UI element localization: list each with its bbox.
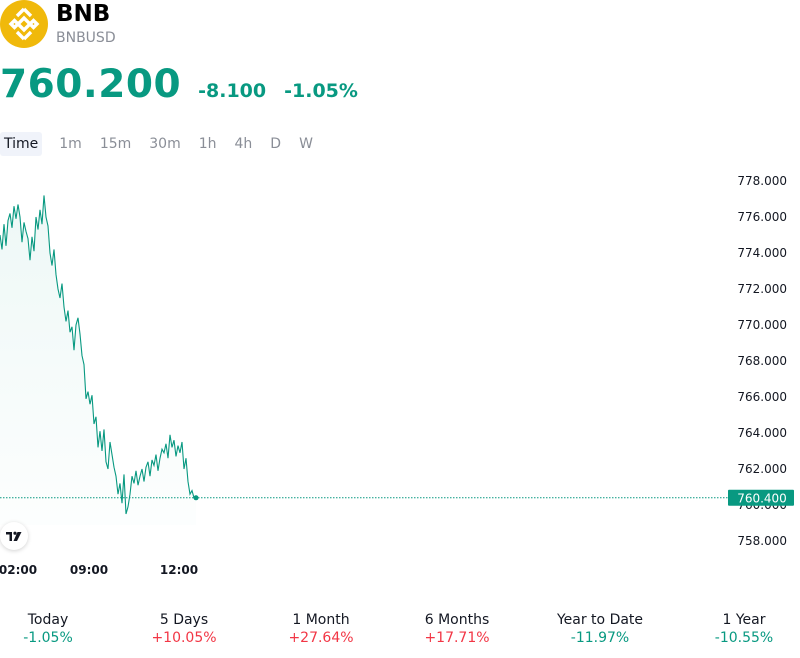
last-price-tag-label: 760.400 [737,491,787,505]
perf-label: Today [27,612,69,628]
tradingview-icon [6,531,22,541]
interval-1h[interactable]: 1h [198,136,217,152]
price-area-fill [0,195,196,525]
interval-w[interactable]: W [299,136,313,152]
x-tick-label: 02:00 [0,563,37,577]
ticker-code: BNBUSD [56,30,116,46]
last-price-tag [728,489,794,506]
last-price: 760.200 [0,62,182,107]
interval-4h[interactable]: 4h [234,136,253,152]
perf-label: 1 Month [292,612,350,628]
perf-value: -11.97% [570,630,630,646]
x-tick-label: 12:00 [160,563,198,577]
y-tick-label: 764.000 [737,426,787,440]
perf-today[interactable]: Today -1.05% [23,611,73,647]
perf-6-months[interactable]: 6 Months +17.71% [424,611,489,647]
price-row: 760.200 -8.100 -1.05% [0,62,358,108]
y-tick-label: 772.000 [737,282,787,296]
x-axis: 02:00 09:00 12:00 [0,563,198,577]
perf-value: +27.64% [288,630,354,646]
last-price-dot [193,495,199,501]
logo-circle [0,0,48,48]
perf-5-days[interactable]: 5 Days +10.05% [151,611,216,647]
tradingview-logo[interactable] [0,522,28,550]
y-tick-label: 768.000 [737,354,787,368]
interval-d[interactable]: D [270,136,282,152]
perf-value: -10.55% [714,630,774,646]
price-change-percent: -1.05% [284,80,358,102]
price-change: -8.100 [198,80,267,102]
x-tick-label: 09:00 [70,563,108,577]
perf-value: -1.05% [23,630,73,646]
price-chart[interactable]: 778.000 776.000 774.000 772.000 770.000 768.0… [0,170,800,590]
perf-value: +17.71% [424,630,490,646]
y-tick-label: 762.000 [737,462,787,476]
interval-1m[interactable]: 1m [59,136,82,152]
y-axis: 778.000 776.000 774.000 772.000 770.000 768.0… [737,174,787,548]
perf-1-month[interactable]: 1 Month +27.64% [288,611,353,647]
y-tick-label: 758.000 [737,534,787,548]
y-tick-label: 778.000 [737,174,787,188]
symbol-name: BNB [56,1,111,27]
y-tick-label: 770.000 [737,318,787,332]
logo-mark [8,7,40,41]
perf-year-to-date[interactable]: Year to Date -11.97% [557,611,643,647]
y-tick-label: 766.000 [737,390,787,404]
perf-label: 5 Days [159,612,209,628]
perf-label: 1 Year [722,612,766,628]
y-tick-label: 774.000 [737,246,787,260]
perf-value: +10.05% [151,630,217,646]
price-line [0,195,196,515]
interval-time[interactable]: Time [0,132,43,156]
bnb-logo-icon [0,0,48,48]
interval-15m[interactable]: 15m [99,136,132,152]
perf-1-year[interactable]: 1 Year -10.55% [715,611,773,647]
interval-30m[interactable]: 30m [149,136,181,152]
perf-label: Year to Date [556,612,644,628]
interval-selector: Time 1m 15m 30m 1h 4h D W [0,132,322,156]
perf-label: 6 Months [424,612,490,628]
y-tick-label: 776.000 [737,210,787,224]
